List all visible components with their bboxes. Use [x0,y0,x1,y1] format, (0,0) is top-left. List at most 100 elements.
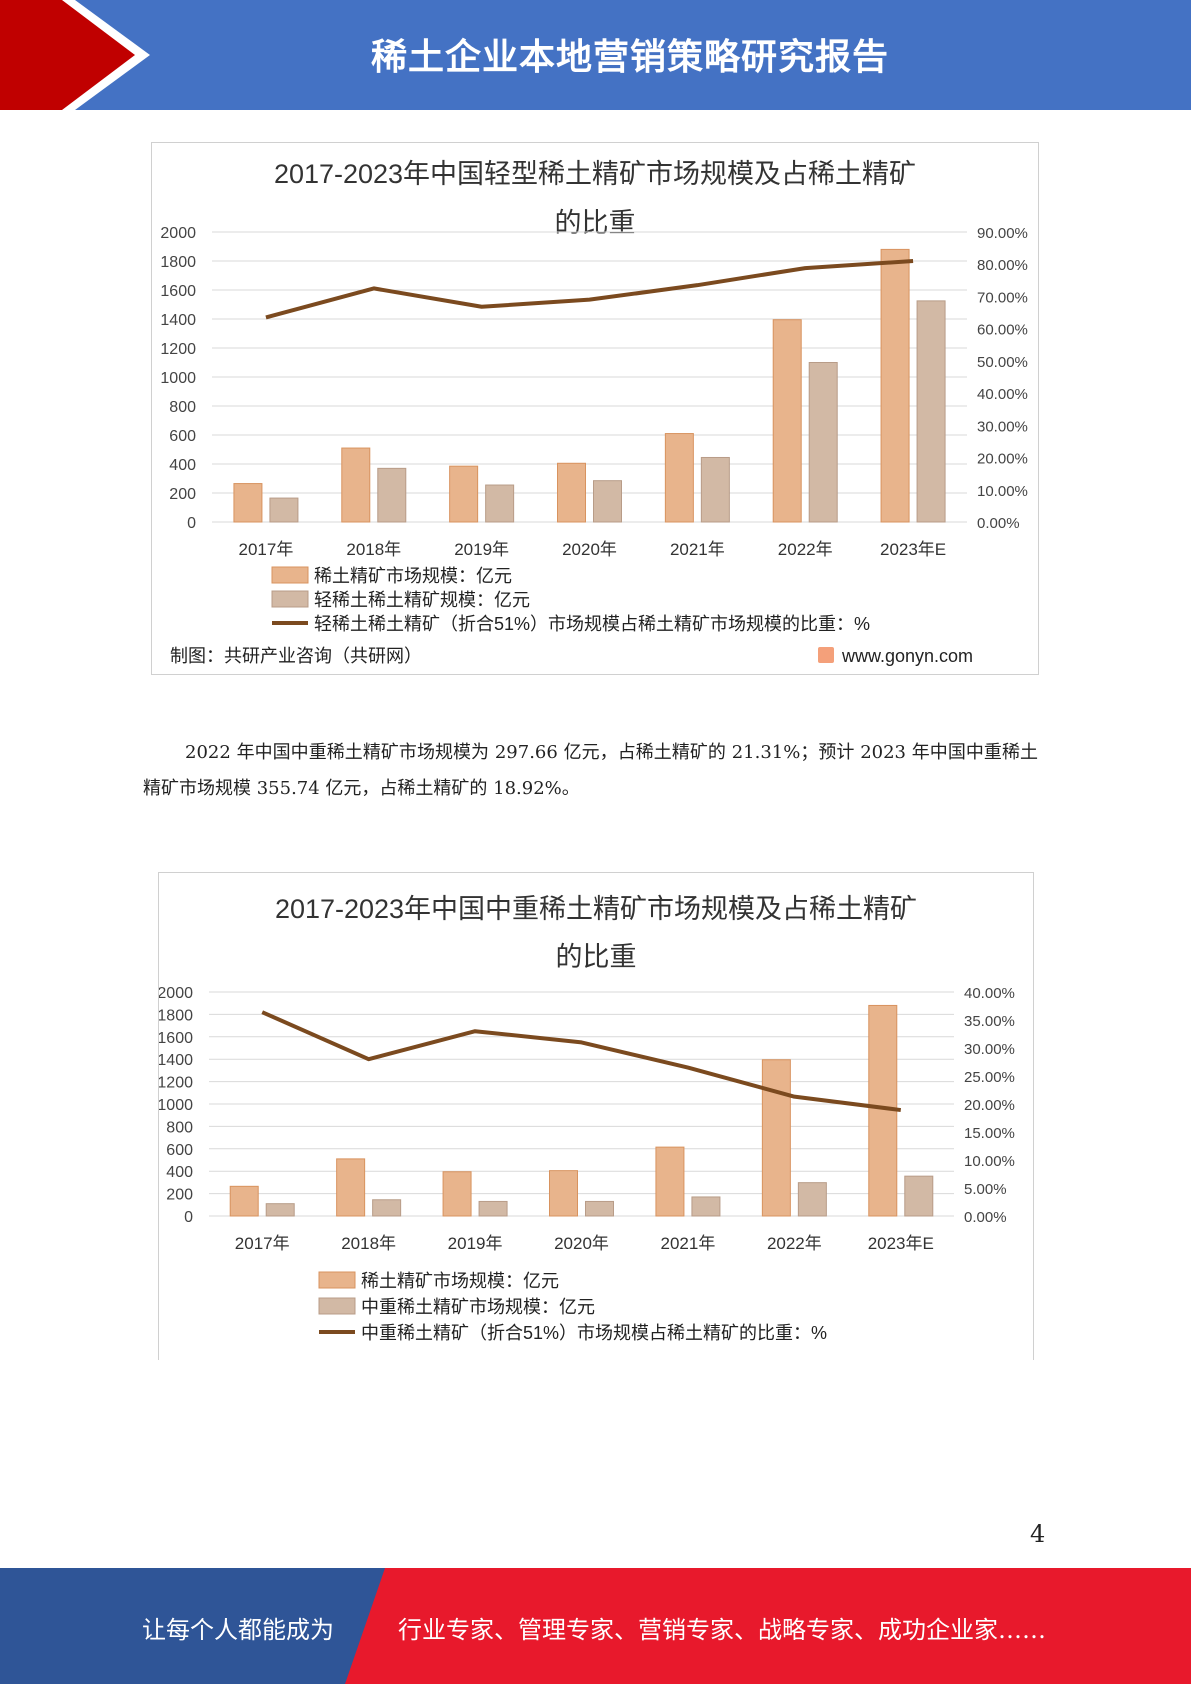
y-right-tick-label: 40.00% [977,386,1028,403]
x-tick-label: 2021年 [661,1234,716,1253]
x-tick-label: 2018年 [346,540,401,559]
y-left-tick-label: 400 [169,457,196,474]
header-arrow-graphic [0,0,150,110]
y-right-tick-label: 80.00% [977,257,1028,274]
y-left-tick-label: 600 [166,1142,193,1159]
y-right-tick-label: 0.00% [977,515,1020,532]
bar-sub [691,1196,721,1217]
light-rare-earth-chart: 2017-2023年中国轻型稀土精矿市场规模及占稀土精矿 的比重 0 200 400 60… [151,142,1039,675]
legend-swatch [318,1297,356,1315]
legend-swatch [318,1271,356,1289]
bar-total [655,1146,685,1217]
bar-total [341,447,371,523]
y-right-tick-label: 30.00% [977,418,1028,435]
bar-total [442,1171,472,1217]
y-left-tick-label: 200 [169,486,196,503]
y-left-tick-label: 200 [166,1187,193,1204]
y-left-tick-label: 1600 [160,283,196,300]
y-left-tick-label: 0 [184,1209,193,1226]
bar-total [229,1185,259,1217]
bar-sub [593,480,622,523]
y-left-tick-label: 1800 [160,254,196,271]
x-tick-label: 2019年 [448,1234,503,1253]
x-tick-label: 2017年 [235,1234,290,1253]
bar-sub [265,1203,295,1217]
x-tick-label: 2020年 [554,1234,609,1253]
ratio-line [265,259,914,320]
chart-title: 的比重 [556,942,637,972]
legend-label: 中重稀土精矿市场规模：亿元 [361,1297,595,1317]
chart-site: www.gonyn.com [841,646,973,666]
x-tick-label: 2021年 [670,540,725,559]
ratio-line [261,1010,902,1113]
y-right-tick-label: 0.00% [964,1209,1007,1226]
legend-label: 稀土精矿市场规模：亿元 [361,1271,559,1291]
y-right-tick-label: 15.00% [964,1125,1015,1142]
bar-total [549,1170,578,1217]
bar-sub [797,1182,827,1217]
y-left-tick-label: 1200 [159,1075,193,1092]
bar-sub [700,456,730,523]
y-right-tick-label: 30.00% [964,1041,1015,1058]
y-right-tick-label: 25.00% [964,1069,1015,1086]
page-footer: 让每个人都能成为 行业专家、管理专家、营销专家、战略专家、成功企业家…… [0,1568,1191,1684]
y-left-tick-label: 1400 [159,1052,193,1069]
y-right-tick-label: 60.00% [977,322,1028,339]
legend-label: 稀土精矿市场规模：亿元 [314,566,512,586]
bar-total [880,248,910,523]
y-right-tick-label: 20.00% [964,1097,1015,1114]
bar-sub [478,1200,508,1217]
footer-background [0,1568,1191,1684]
y-right-tick-label: 20.00% [977,451,1028,468]
x-tick-label: 2023年E [880,540,946,559]
x-tick-label: 2022年 [778,540,833,559]
bar-sub [916,300,946,523]
y-left-tick-label: 2000 [160,225,196,242]
x-tick-label: 2019年 [454,540,509,559]
page-number: 4 [1030,1520,1046,1548]
y-right-tick-label: 35.00% [964,1013,1015,1030]
x-tick-label: 2023年E [868,1234,934,1253]
y-left-tick-label: 2000 [159,985,193,1002]
x-tick-label: 2018年 [341,1234,396,1253]
footer-slogan-left: 让每个人都能成为 [142,1616,334,1644]
footer-slogan-right: 行业专家、管理专家、营销专家、战略专家、成功企业家…… [398,1616,1046,1644]
chart-source: 制图：共研产业咨询（共研网） [170,646,422,666]
y-left-tick-label: 600 [169,428,196,445]
chart-title: 的比重 [555,208,636,238]
x-tick-label: 2022年 [767,1234,822,1253]
chart-title: 2017-2023年中国中重稀土精矿市场规模及占稀土精矿 [275,894,917,924]
y-left-tick-label: 1400 [160,312,196,329]
paragraph-text: 2022 年中国中重稀土精矿市场规模为 297.66 亿元，占稀土精矿的 21.… [143,742,1038,799]
bar-total [772,319,802,523]
x-tick-label: 2017年 [239,540,294,559]
y-left-tick-label: 1800 [159,1007,193,1024]
y-left-tick-label: 1600 [159,1030,193,1047]
bar-total [664,433,694,523]
bar-sub [485,484,515,523]
bar-sub [904,1175,934,1217]
y-left-tick-label: 1000 [160,370,196,387]
x-tick-label: 2020年 [562,540,617,559]
bar-total [761,1059,791,1217]
legend-swatch [271,566,309,584]
y-right-tick-label: 90.00% [977,225,1028,242]
y-left-tick-label: 0 [187,515,196,532]
y-left-tick-label: 800 [169,399,196,416]
page-header: 稀土企业本地营销策略研究报告 [0,0,1191,110]
y-right-tick-label: 5.00% [964,1181,1007,1198]
bar-total [449,465,479,523]
y-right-tick-label: 70.00% [977,289,1028,306]
legend-label: 轻稀土稀土精矿（折合51%）市场规模占稀土精矿市场规模的比重：% [314,614,870,634]
heavy-rare-earth-chart: 2017-2023年中国中重稀土精矿市场规模及占稀土精矿 的比重 0 200 400 60… [158,872,1034,1360]
bar-sub [377,467,407,523]
bar-sub [585,1200,614,1217]
bar-total [557,462,586,523]
y-left-tick-label: 400 [166,1164,193,1181]
bar-sub [372,1199,402,1217]
legend-label: 轻稀土稀土精矿规模：亿元 [314,590,530,610]
body-paragraph: 2022 年中国中重稀土精矿市场规模为 297.66 亿元，占稀土精矿的 21.… [143,735,1038,807]
chart-title: 2017-2023年中国轻型稀土精矿市场规模及占稀土精矿 [274,159,916,189]
